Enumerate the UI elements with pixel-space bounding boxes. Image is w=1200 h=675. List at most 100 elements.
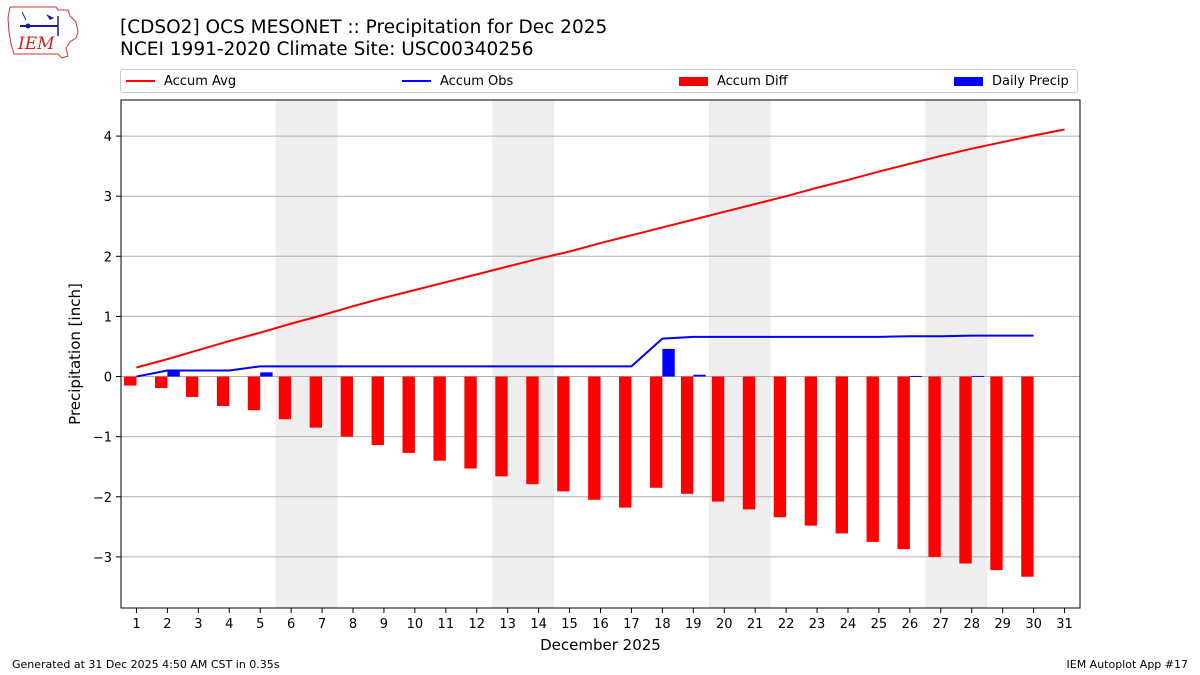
x-tick-label: 19 — [685, 617, 702, 632]
x-tick-label: 27 — [933, 617, 950, 632]
legend-item-accum-diff: Accum Diff — [679, 70, 788, 92]
y-tick-label: 2 — [104, 250, 112, 265]
x-tick-label: 31 — [1056, 617, 1073, 632]
accum-diff-bar — [1021, 376, 1034, 577]
y-tick-label: 0 — [104, 371, 112, 386]
legend-swatch-accum-avg — [126, 80, 155, 82]
accum-diff-bar — [804, 376, 818, 526]
x-tick-label: 4 — [225, 617, 233, 632]
x-tick-label: 14 — [530, 617, 547, 632]
x-tick-label: 17 — [623, 617, 640, 632]
y-axis-label: Precipitation [inch] — [66, 283, 84, 425]
accum-diff-bar — [866, 376, 879, 542]
y-tick-label: −3 — [93, 551, 112, 566]
y-tick-label: 3 — [104, 190, 112, 205]
x-tick-label: 21 — [747, 617, 764, 632]
accum-diff-bar — [185, 376, 199, 397]
legend-swatch-daily-precip — [954, 76, 983, 86]
accum-diff-bar — [835, 376, 848, 534]
x-tick-label: 13 — [499, 617, 516, 632]
x-tick-label: 15 — [561, 617, 578, 632]
x-tick-label: 28 — [963, 617, 980, 632]
accum-diff-bar — [526, 376, 539, 485]
x-tick-label: 2 — [163, 617, 171, 632]
accum-diff-bar — [773, 376, 787, 518]
generated-timestamp: Generated at 31 Dec 2025 4:50 AM CST in … — [12, 658, 280, 671]
bars — [124, 348, 1034, 577]
logo-text: IEM — [17, 34, 55, 54]
legend-label-accum-obs: Accum Obs — [440, 73, 514, 89]
chart-title: [CDSO2] OCS MESONET :: Precipitation for… — [120, 17, 608, 38]
legend-label-accum-avg: Accum Avg — [164, 73, 237, 89]
x-tick-label: 3 — [194, 617, 202, 632]
accum-diff-bar — [959, 376, 972, 564]
daily-precip-bar — [693, 374, 706, 377]
x-tick-label: 5 — [256, 617, 264, 632]
accum-diff-bar — [928, 376, 941, 557]
legend-label-accum-diff: Accum Diff — [717, 73, 788, 89]
accum-diff-bar — [680, 376, 694, 494]
x-tick-label: 12 — [468, 617, 485, 632]
x-tick-label: 23 — [809, 617, 826, 632]
iem-logo: IEM — [7, 6, 79, 59]
x-tick-label: 22 — [778, 617, 795, 632]
x-tick-label: 25 — [871, 617, 888, 632]
accum-diff-bar — [247, 376, 261, 411]
x-tick-label: 30 — [1025, 617, 1042, 632]
x-axis-label: December 2025 — [540, 636, 661, 654]
x-tick-label: 16 — [592, 617, 609, 632]
x-tick-label: 7 — [318, 617, 326, 632]
x-tick-label: 8 — [349, 617, 357, 632]
accum-diff-bar — [588, 376, 601, 500]
accum-diff-bar — [711, 376, 725, 502]
daily-precip-bar — [167, 370, 180, 377]
accum-diff-bar — [495, 376, 508, 477]
accum-diff-bar — [402, 376, 415, 453]
accum-diff-bar — [371, 376, 384, 446]
series-lines — [136, 128, 1065, 378]
legend-swatch-accum-diff — [679, 76, 708, 86]
x-tick-label: 11 — [438, 617, 455, 632]
x-tick-label: 29 — [994, 617, 1011, 632]
accum-diff-bar — [309, 376, 323, 428]
y-tick-label: 1 — [104, 310, 112, 325]
accum-diff-bar — [897, 376, 910, 550]
weekend-band-3 — [708, 100, 771, 608]
accum-diff-bar — [155, 376, 168, 388]
weekend-band-1 — [275, 100, 338, 608]
chart-legend: Accum Avg Accum Obs Accum Diff Daily Pre… — [120, 69, 1078, 93]
weekend-band-2 — [492, 100, 555, 608]
x-tick-label: 20 — [716, 617, 733, 632]
legend-swatch-accum-obs — [402, 80, 431, 82]
accum-diff-bar — [742, 376, 756, 510]
daily-precip-bar — [260, 372, 273, 377]
accum-avg-line — [136, 128, 1065, 369]
x-tick-label: 24 — [840, 617, 857, 632]
accum-diff-bar — [990, 376, 1003, 571]
accum-diff-bar — [557, 376, 570, 492]
accum-diff-bar — [216, 376, 230, 407]
daily-precip-bar — [662, 348, 675, 377]
accum-diff-bar — [464, 376, 477, 469]
accum-diff-bar — [124, 376, 137, 386]
x-tick-label: 18 — [654, 617, 671, 632]
x-tick-label: 9 — [380, 617, 388, 632]
accum-diff-bar — [340, 376, 354, 437]
accum-obs-line — [136, 334, 1034, 378]
ticks: 1 2 3 4 5 6 7 8 9 10 11 12 13 14 15 16 17 18 19 20 21 22 23 24 2… — [93, 130, 1073, 632]
chart-subtitle: NCEI 1991-2020 Climate Site: USC00340256 — [120, 39, 534, 60]
daily-precip-bar — [909, 375, 923, 377]
x-tick-label: 1 — [132, 617, 140, 632]
accum-diff-bar — [278, 376, 292, 420]
x-tick-label: 10 — [407, 617, 424, 632]
legend-item-accum-obs: Accum Obs — [402, 70, 513, 92]
x-tick-label: 26 — [902, 617, 919, 632]
accum-diff-bar — [433, 376, 446, 461]
app-id-label: IEM Autoplot App #17 — [1066, 658, 1189, 671]
legend-label-daily-precip: Daily Precip — [992, 73, 1069, 89]
legend-item-daily-precip: Daily Precip — [954, 70, 1069, 92]
accum-diff-bar — [619, 376, 632, 508]
daily-precip-bar — [971, 375, 985, 377]
x-tick-label: 6 — [287, 617, 295, 632]
